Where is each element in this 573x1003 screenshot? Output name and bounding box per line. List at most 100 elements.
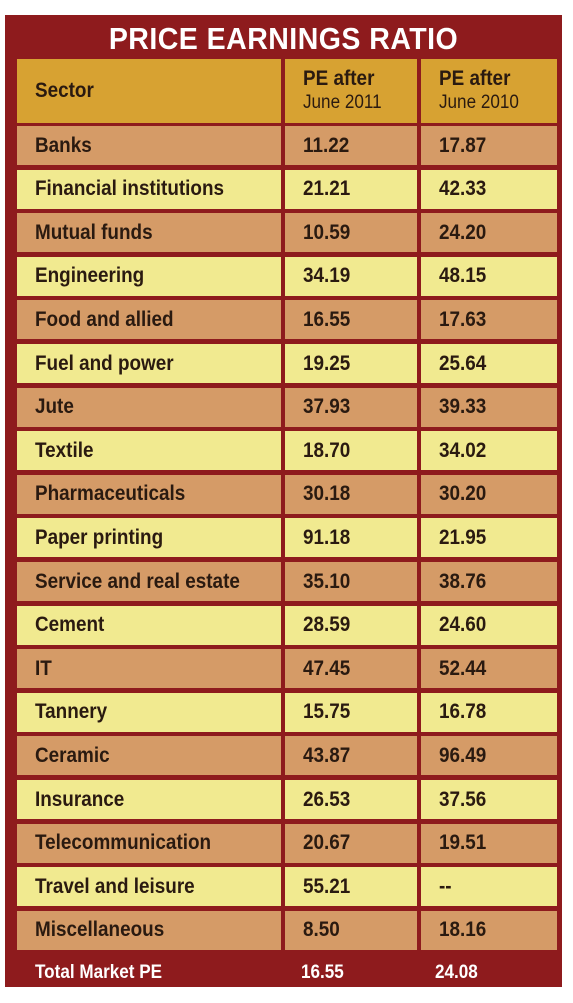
cell-pe-2011: 21.21 <box>285 169 417 209</box>
cell-sector: Engineering <box>17 256 281 296</box>
cell-pe-2011: 18.70 <box>285 431 417 471</box>
cell-sector: Food and allied <box>17 300 281 340</box>
cell-sector-text: Tannery <box>35 700 108 724</box>
cell-pe-2011-text: 21.21 <box>303 177 351 201</box>
cell-pe-2011-text: 18.70 <box>303 438 351 462</box>
cell-sector: IT <box>17 649 281 689</box>
header-pe-2011: PE after June 2011 <box>285 59 417 123</box>
cell-pe-2011: 55.21 <box>285 867 417 907</box>
cell-pe-2011: 20.67 <box>285 823 417 863</box>
cell-pe-2010-text: 39.33 <box>439 395 487 419</box>
cell-pe-2011: 30.18 <box>285 474 417 514</box>
cell-pe-2010-text: -- <box>439 874 452 898</box>
cell-pe-2010-text: 38.76 <box>439 569 487 593</box>
header-pe-2010: PE after June 2010 <box>421 59 557 123</box>
cell-sector-text: Cement <box>35 613 105 637</box>
cell-pe-2010: 24.20 <box>421 213 557 253</box>
cell-pe-2011-text: 34.19 <box>303 264 351 288</box>
cell-pe-2010: 17.63 <box>421 300 557 340</box>
cell-pe-2011-text: 16.55 <box>303 307 351 331</box>
cell-pe-2011: 34.19 <box>285 256 417 296</box>
cell-sector-text: Paper printing <box>35 525 164 549</box>
cell-pe-2010: 19.51 <box>421 823 557 863</box>
cell-pe-2011-text: 30.18 <box>303 482 351 506</box>
cell-sector: Fuel and power <box>17 344 281 383</box>
cell-pe-2011-text: 43.87 <box>303 743 351 767</box>
cell-pe-2011-text: 26.53 <box>303 787 351 811</box>
cell-sector-text: Insurance <box>35 787 125 811</box>
cell-sector-text: Engineering <box>35 264 145 288</box>
cell-pe-2010: 18.16 <box>421 910 557 950</box>
cell-pe-2010-text: 52.44 <box>439 656 487 680</box>
cell-sector-text: Textile <box>35 438 94 462</box>
cell-sector: Ceramic <box>17 736 281 776</box>
cell-pe-2011-text: 37.93 <box>303 395 351 419</box>
cell-sector: Jute <box>17 387 281 427</box>
cell-pe-2011-text: 55.21 <box>303 874 351 898</box>
cell-pe-2010-text: 21.95 <box>439 525 487 549</box>
cell-sector: Service and real estate <box>17 562 281 601</box>
cell-pe-2010: 24.60 <box>421 605 557 645</box>
cell-sector-text: Travel and leisure <box>35 874 195 898</box>
cell-sector: Miscellaneous <box>17 910 281 950</box>
cell-pe-2011: 11.22 <box>285 126 417 165</box>
cell-pe-2010: 52.44 <box>421 649 557 689</box>
cell-pe-2011: 43.87 <box>285 736 417 776</box>
cell-pe-2010-text: 17.87 <box>439 133 487 157</box>
cell-pe-2010-text: 96.49 <box>439 743 487 767</box>
cell-pe-2010: 37.56 <box>421 780 557 819</box>
cell-sector-text: Ceramic <box>35 743 110 767</box>
cell-pe-2011-text: 35.10 <box>303 569 351 593</box>
cell-pe-2010: 21.95 <box>421 518 557 558</box>
cell-pe-2010: 25.64 <box>421 344 557 383</box>
cell-sector: Telecommunication <box>17 823 281 863</box>
cell-sector: Cement <box>17 605 281 645</box>
pe-ratio-table: PRICE EARNINGS RATIO Sector PE after Jun… <box>5 15 562 987</box>
cell-pe-2010-text: 18.16 <box>439 918 487 942</box>
total-pe-2010: 24.08 <box>435 962 478 983</box>
cell-sector-text: Telecommunication <box>35 831 212 855</box>
cell-pe-2010: 96.49 <box>421 736 557 776</box>
cell-pe-2011-text: 20.67 <box>303 831 351 855</box>
cell-pe-2010-text: 42.33 <box>439 177 487 201</box>
cell-pe-2011: 16.55 <box>285 300 417 340</box>
header-sector: Sector <box>17 59 281 123</box>
cell-pe-2011-text: 19.25 <box>303 351 351 375</box>
cell-sector: Financial institutions <box>17 169 281 209</box>
header-pe-2010-line2: June 2010 <box>439 92 519 113</box>
cell-sector: Banks <box>17 126 281 165</box>
cell-pe-2011: 47.45 <box>285 649 417 689</box>
cell-sector: Mutual funds <box>17 213 281 253</box>
cell-pe-2010: 16.78 <box>421 692 557 732</box>
cell-pe-2011-text: 8.50 <box>303 918 340 942</box>
cell-sector-text: Food and allied <box>35 307 174 331</box>
cell-sector-text: Miscellaneous <box>35 918 165 942</box>
cell-sector: Textile <box>17 431 281 471</box>
cell-pe-2011: 8.50 <box>285 910 417 950</box>
cell-pe-2010: 34.02 <box>421 431 557 471</box>
cell-pe-2011-text: 47.45 <box>303 656 351 680</box>
cell-pe-2010-text: 30.20 <box>439 482 487 506</box>
cell-pe-2010: 17.87 <box>421 126 557 165</box>
cell-pe-2010: 48.15 <box>421 256 557 296</box>
total-label: Total Market PE <box>35 962 163 983</box>
cell-sector: Insurance <box>17 780 281 819</box>
cell-sector-text: Fuel and power <box>35 351 174 375</box>
cell-pe-2010-text: 17.63 <box>439 307 487 331</box>
cell-sector-text: Banks <box>35 133 92 157</box>
cell-pe-2011: 10.59 <box>285 213 417 253</box>
cell-pe-2011-text: 11.22 <box>303 133 350 157</box>
cell-pe-2011-text: 28.59 <box>303 613 351 637</box>
header-pe-2011-line1: PE after <box>303 67 375 90</box>
cell-pe-2010-text: 34.02 <box>439 438 487 462</box>
total-pe-2011: 16.55 <box>301 962 344 983</box>
cell-sector-text: Financial institutions <box>35 177 225 201</box>
cell-sector-text: Mutual funds <box>35 220 153 244</box>
cell-sector: Paper printing <box>17 518 281 558</box>
cell-pe-2010: -- <box>421 867 557 907</box>
table-title: PRICE EARNINGS RATIO <box>108 21 459 56</box>
cell-pe-2011: 15.75 <box>285 692 417 732</box>
cell-pe-2010-text: 37.56 <box>439 787 487 811</box>
cell-pe-2011: 37.93 <box>285 387 417 427</box>
cell-pe-2010: 42.33 <box>421 169 557 209</box>
